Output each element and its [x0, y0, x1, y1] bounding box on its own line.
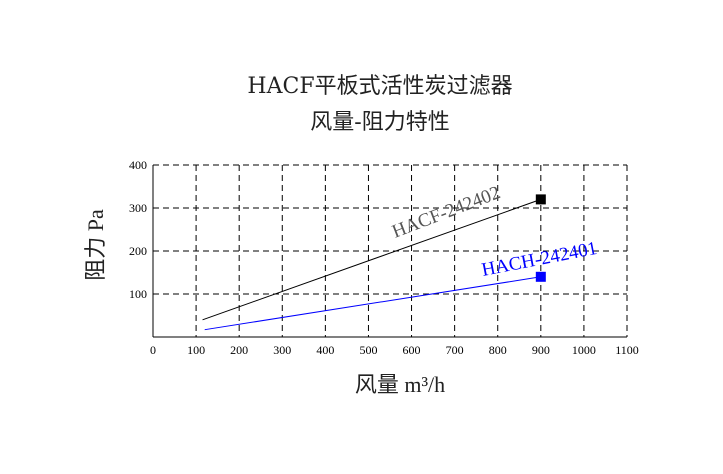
y-tick-label: 100: [129, 287, 147, 301]
x-tick-label: 900: [532, 343, 550, 357]
x-tick-label: 0: [150, 343, 156, 357]
chart-subtitle: 风量-阻力特性: [310, 110, 450, 135]
series-label: HACF-242402: [389, 182, 503, 242]
chart-title: HACF平板式活性炭过滤器: [247, 74, 513, 99]
x-tick-label: 200: [230, 343, 248, 357]
series-line: [202, 198, 541, 321]
x-tick-label: 300: [273, 343, 291, 357]
y-tick-label: 400: [129, 158, 147, 172]
y-tick-label: 300: [129, 201, 147, 215]
series-line: [204, 276, 541, 331]
x-tick-label: 700: [446, 343, 464, 357]
y-tick-label: 200: [129, 244, 147, 258]
x-tick-label: 500: [359, 343, 377, 357]
x-tick-label: 1000: [572, 343, 596, 357]
x-tick-label: 600: [403, 343, 421, 357]
x-tick-label: 100: [187, 343, 205, 357]
x-axis-label: 风量 m³/h: [355, 372, 445, 397]
x-tick-label: 400: [316, 343, 334, 357]
x-tick-label: 800: [489, 343, 507, 357]
y-axis-label: 阻力 Pa: [83, 209, 108, 281]
series-end-marker: [535, 271, 546, 282]
series-end-marker: [535, 194, 546, 205]
x-tick-label: 1100: [615, 343, 639, 357]
